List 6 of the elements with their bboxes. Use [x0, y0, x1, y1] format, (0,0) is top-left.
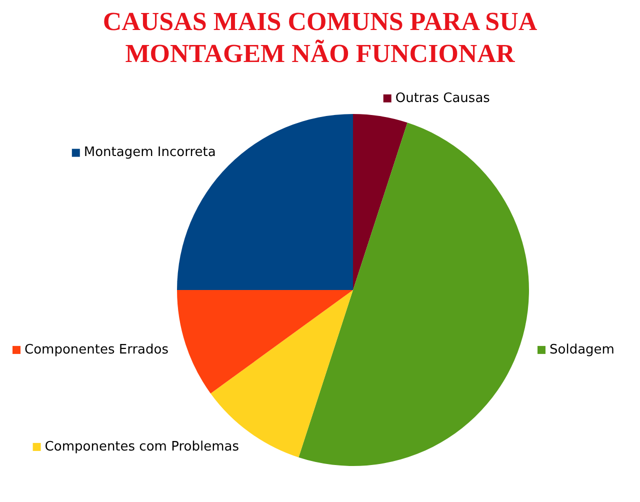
legend-label: Componentes com Problemas	[44, 439, 240, 454]
legend-label: Montagem Incorreta	[84, 145, 216, 160]
chart-title: CAUSAS MAIS COMUNS PARA SUA MONTAGEM NÃO FUNCIONAR	[102, 6, 538, 70]
legend-label: Componentes Errados	[24, 342, 169, 358]
legend-label: Outras Causas	[395, 90, 490, 106]
legend-label: Soldagem	[550, 342, 614, 358]
